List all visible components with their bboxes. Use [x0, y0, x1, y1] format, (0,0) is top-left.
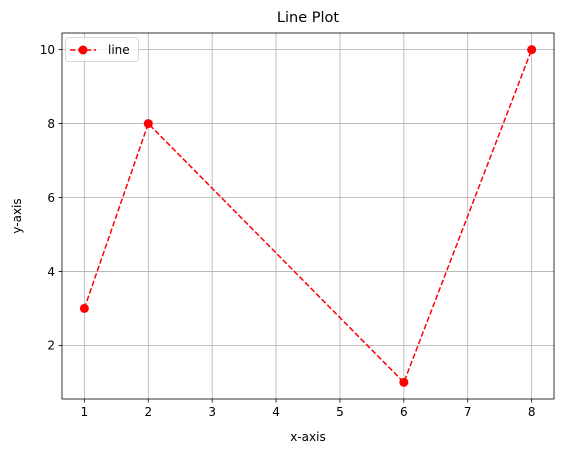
x-tick-label: 2: [144, 405, 152, 419]
y-tick-label: 8: [47, 117, 55, 131]
grid: [62, 33, 554, 399]
x-tick-label: 8: [528, 405, 536, 419]
legend: line: [65, 37, 139, 62]
chart-title: Line Plot: [277, 10, 339, 26]
series-line: [83, 49, 533, 384]
data-point: [79, 303, 89, 313]
data-point: [527, 45, 537, 55]
series-layer: [79, 45, 537, 387]
x-tick-label: 5: [336, 405, 344, 419]
axis-ticks: 1 2 3 4 5 6 7 8 2 4 6 8 10: [40, 43, 536, 419]
data-point: [143, 119, 153, 129]
x-tick-label: 3: [208, 405, 216, 419]
y-tick-label: 4: [47, 265, 55, 279]
legend-box: [65, 37, 139, 62]
x-axis-label: x-axis: [290, 430, 325, 444]
plot-frame: [61, 32, 555, 400]
y-axis-label: y-axis: [10, 198, 24, 233]
x-tick-label: 1: [81, 405, 89, 419]
x-tick-label: 7: [464, 405, 472, 419]
y-tick-label: 10: [40, 43, 55, 57]
y-tick-label: 6: [47, 191, 55, 205]
legend-label: line: [108, 43, 130, 57]
x-tick-label: 4: [272, 405, 280, 419]
data-point: [399, 377, 409, 387]
y-tick-label: 2: [47, 339, 55, 353]
legend-marker-swatch: [78, 45, 88, 55]
x-tick-label: 6: [400, 405, 408, 419]
